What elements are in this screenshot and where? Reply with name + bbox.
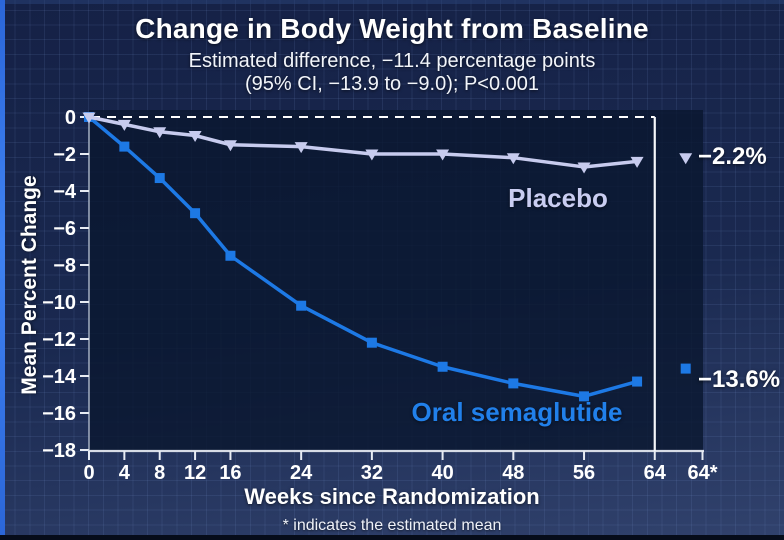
- chart-subtitle-line1: Estimated difference, −11.4 percentage p…: [188, 50, 596, 72]
- x-tick-label: 0: [83, 462, 94, 484]
- y-tick-label: −6: [53, 218, 76, 240]
- data-point-marker-placebo: [117, 119, 131, 131]
- estimated-mean-marker-placebo: [679, 153, 693, 165]
- slide-left-border: [0, 0, 5, 540]
- data-point-marker-oral-semaglutide: [119, 141, 130, 152]
- data-point-marker-placebo: [153, 127, 167, 139]
- data-point-marker-placebo: [630, 156, 644, 168]
- data-point-marker-oral-semaglutide: [154, 173, 165, 184]
- annotation-placebo-estimated-mean: −2.2%: [698, 143, 767, 170]
- chart-header: Change in Body Weight from Baseline Esti…: [0, 12, 784, 96]
- x-tick-label: 48: [502, 462, 524, 484]
- x-tick-label: 24: [290, 462, 313, 484]
- estimated-mean-marker-oral-semaglutide: [680, 363, 691, 374]
- series-label-oral-semaglutide: Oral semaglutide: [411, 397, 623, 427]
- x-tick-label: 40: [431, 462, 453, 484]
- x-tick-label: 64: [644, 462, 667, 484]
- slide-bottom-border: [0, 535, 784, 540]
- data-point-marker-placebo: [223, 140, 237, 152]
- x-tick-label: 64*: [687, 462, 717, 484]
- data-point-marker-placebo: [294, 142, 308, 154]
- y-tick-label: −2: [53, 144, 76, 166]
- x-tick-label: 4: [119, 462, 131, 484]
- y-tick-label: −10: [42, 292, 76, 314]
- x-axis-title: Weeks since Randomization: [244, 484, 540, 509]
- chart-title: Change in Body Weight from Baseline: [135, 13, 649, 44]
- data-point-marker-oral-semaglutide: [437, 361, 448, 372]
- x-tick-label: 8: [154, 462, 165, 484]
- data-point-marker-placebo: [365, 149, 379, 161]
- data-point-marker-oral-semaglutide: [225, 250, 236, 261]
- x-tick-label: 12: [184, 462, 206, 484]
- data-point-marker-oral-semaglutide: [190, 208, 201, 219]
- y-tick-label: −14: [42, 366, 77, 388]
- data-point-marker-oral-semaglutide: [632, 376, 643, 387]
- data-point-marker-oral-semaglutide: [366, 337, 377, 348]
- chart-subtitle-line2: (95% CI, −13.9 to −9.0); P<0.001: [244, 73, 540, 95]
- data-point-marker-placebo: [506, 153, 520, 165]
- footnote-estimated-mean: * indicates the estimated mean: [282, 517, 502, 534]
- y-tick-label: −18: [42, 440, 76, 462]
- x-tick-label: 56: [573, 462, 595, 484]
- y-tick-label: −16: [42, 403, 76, 425]
- series-label-placebo: Placebo: [508, 183, 608, 213]
- y-tick-label: −8: [53, 255, 76, 277]
- data-point-marker-placebo: [82, 112, 96, 124]
- y-tick-label: 0: [65, 107, 76, 129]
- annotation-semaglutide-estimated-mean: −13.6%: [698, 366, 781, 393]
- y-tick-label: −12: [42, 329, 76, 351]
- data-point-marker-placebo: [577, 162, 591, 174]
- data-point-marker-placebo: [436, 149, 450, 161]
- x-tick-label: 16: [219, 462, 241, 484]
- x-tick-label: 32: [361, 462, 383, 484]
- data-point-marker-oral-semaglutide: [296, 300, 307, 311]
- slide-top-border: [0, 0, 784, 4]
- y-tick-label: −4: [53, 181, 77, 203]
- data-point-marker-oral-semaglutide: [508, 378, 519, 389]
- data-point-marker-oral-semaglutide: [579, 391, 590, 402]
- data-point-marker-placebo: [188, 131, 202, 142]
